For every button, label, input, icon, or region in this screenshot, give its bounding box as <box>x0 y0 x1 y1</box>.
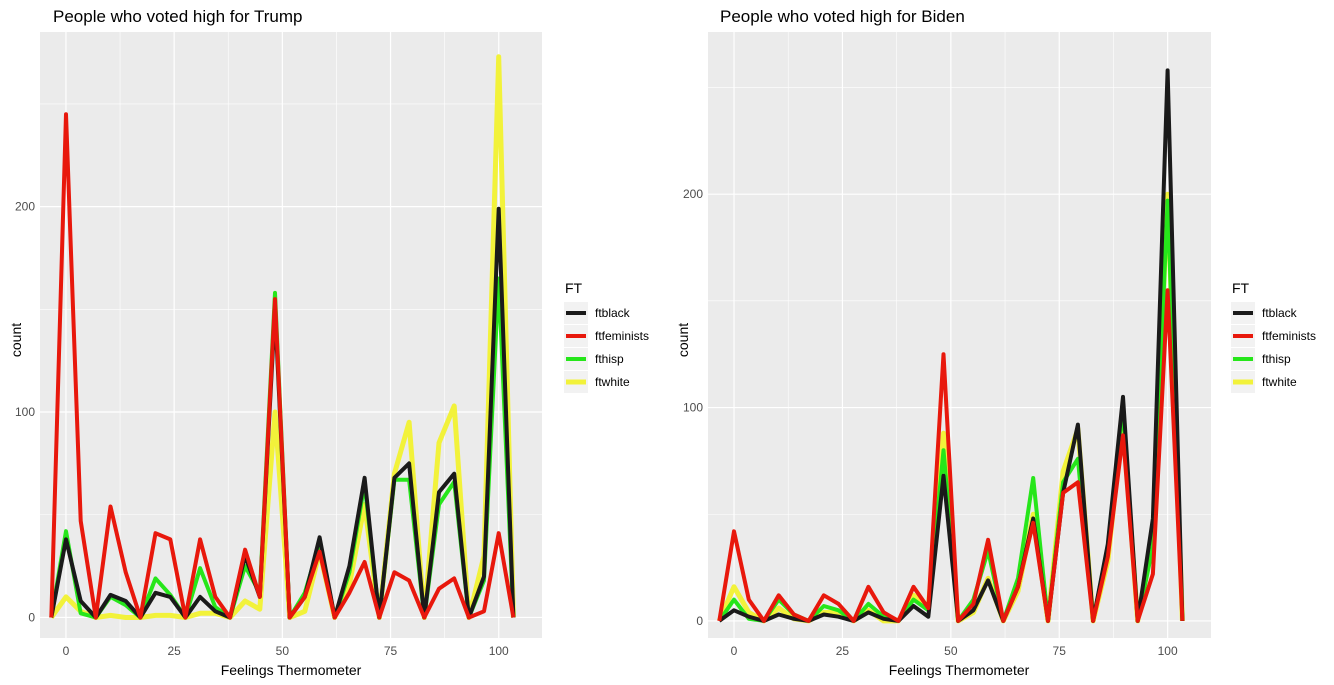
legend-label-ftblack: ftblack <box>595 306 631 320</box>
legend: FT ftblack ftfeminists fthisp ftwhite <box>564 280 649 393</box>
chart-trump: People who voted high for Trump 0 25 50 75 1… <box>8 7 649 678</box>
series-line-ftfeminists <box>49 112 516 620</box>
y-axis-title: count <box>8 323 24 357</box>
legend-label-ftwhite: ftwhite <box>595 375 630 389</box>
series-lines <box>717 68 1185 624</box>
x-axis-title: Feelings Thermometer <box>889 662 1030 678</box>
series-line-ftblack <box>718 68 1185 623</box>
x-tick-labels: 0 25 50 75 100 <box>731 644 1178 658</box>
x-tick-label: 75 <box>384 644 398 658</box>
legend-title: FT <box>1232 280 1250 296</box>
legend-label-ftwhite: ftwhite <box>1262 375 1297 389</box>
legend-label-fthisp: fthisp <box>1262 352 1291 366</box>
plot-panel <box>708 32 1211 638</box>
x-axis-title: Feelings Thermometer <box>221 662 362 678</box>
gridlines <box>708 32 1211 638</box>
x-tick-label: 75 <box>1053 644 1067 658</box>
y-tick-label: 0 <box>696 614 703 628</box>
series-line-ftfeminists <box>717 288 1185 623</box>
x-tick-label: 50 <box>276 644 290 658</box>
x-tick-label: 0 <box>731 644 738 658</box>
y-tick-label: 100 <box>15 405 35 419</box>
legend-title: FT <box>565 280 583 296</box>
series-lines <box>49 54 516 620</box>
y-tick-label: 0 <box>28 610 35 624</box>
chart-title: People who voted high for Biden <box>720 7 965 26</box>
y-tick-label: 200 <box>15 200 35 214</box>
chart-biden: People who voted high for Biden 0 25 50 75 1… <box>675 7 1316 678</box>
x-tick-label: 25 <box>167 644 181 658</box>
x-tick-label: 50 <box>944 644 958 658</box>
legend-label-ftfeminists: ftfeminists <box>595 329 649 343</box>
y-axis-title: count <box>675 323 691 357</box>
legend-label-ftblack: ftblack <box>1262 306 1298 320</box>
series-line-ftwhite <box>49 54 516 620</box>
y-tick-label: 200 <box>683 187 703 201</box>
x-tick-label: 0 <box>63 644 70 658</box>
legend-label-ftfeminists: ftfeminists <box>1262 329 1316 343</box>
x-tick-label: 100 <box>489 644 509 658</box>
x-tick-label: 100 <box>1158 644 1178 658</box>
plot-panel <box>40 32 542 638</box>
chart-title: People who voted high for Trump <box>53 7 302 26</box>
x-tick-labels: 0 25 50 75 100 <box>63 644 509 658</box>
x-tick-label: 25 <box>836 644 850 658</box>
legend: FT ftblack ftfeminists fthisp ftwhite <box>1231 280 1316 393</box>
y-tick-labels: 0 100 200 <box>683 187 703 628</box>
legend-label-fthisp: fthisp <box>595 352 624 366</box>
y-tick-label: 100 <box>683 401 703 415</box>
y-tick-labels: 0 100 200 <box>15 200 35 625</box>
